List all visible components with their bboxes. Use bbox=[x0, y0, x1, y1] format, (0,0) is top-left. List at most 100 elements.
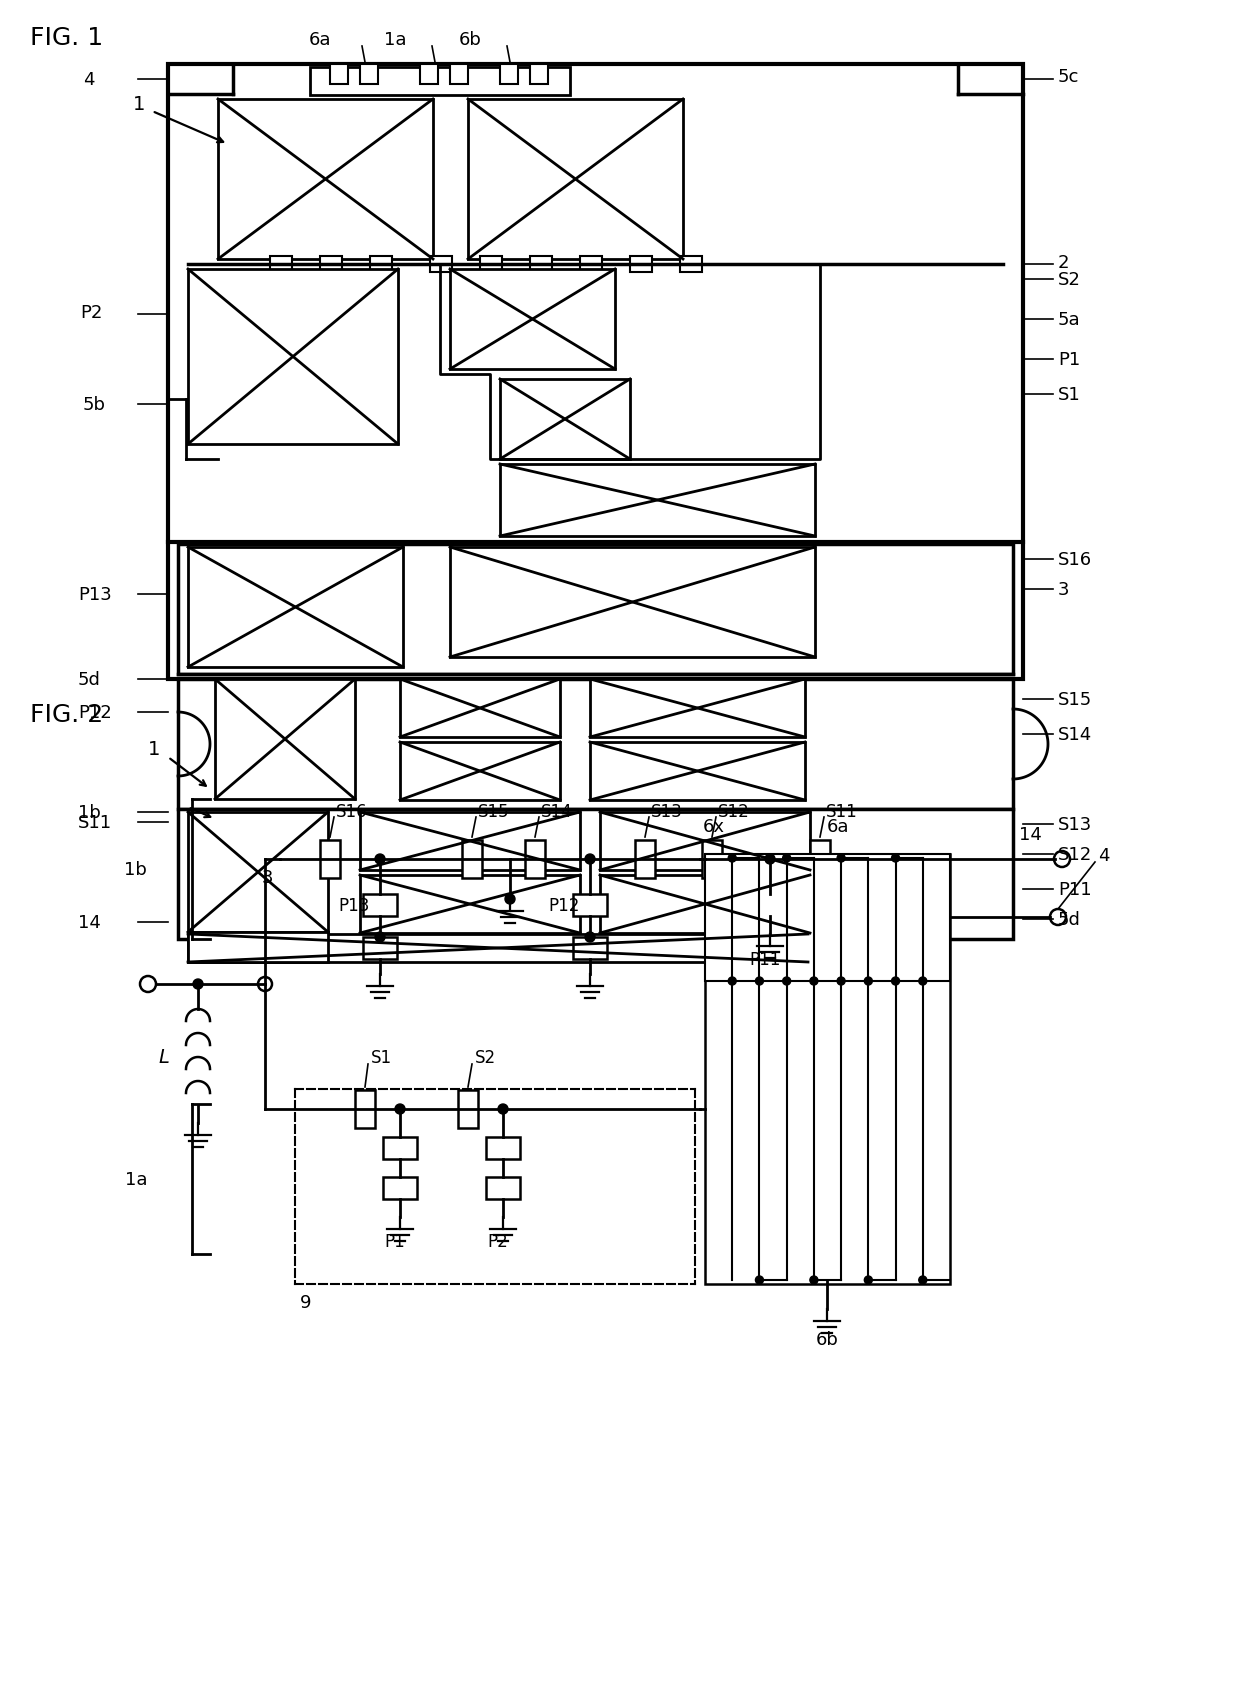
Circle shape bbox=[396, 1104, 405, 1114]
Text: P11: P11 bbox=[749, 951, 781, 968]
Bar bbox=[179, 679, 1013, 810]
Bar bbox=[270, 256, 291, 273]
Text: 3: 3 bbox=[262, 868, 274, 886]
Bar bbox=[188, 932, 329, 963]
Text: S11: S11 bbox=[826, 803, 858, 820]
Text: P2: P2 bbox=[81, 304, 103, 323]
Text: P1: P1 bbox=[384, 1233, 405, 1250]
Bar bbox=[360, 813, 580, 871]
Bar bbox=[525, 841, 546, 878]
Bar bbox=[500, 380, 630, 460]
Circle shape bbox=[892, 854, 899, 863]
Circle shape bbox=[837, 978, 846, 985]
Text: 5d: 5d bbox=[78, 671, 100, 689]
Circle shape bbox=[585, 854, 595, 864]
Circle shape bbox=[810, 1277, 818, 1284]
Bar bbox=[360, 65, 378, 85]
Text: 1: 1 bbox=[133, 95, 145, 114]
Bar bbox=[188, 270, 398, 445]
Text: S13: S13 bbox=[1058, 815, 1092, 834]
Bar bbox=[188, 934, 808, 963]
Text: FIG. 1: FIG. 1 bbox=[30, 25, 103, 49]
Text: 14: 14 bbox=[1018, 825, 1042, 844]
Bar bbox=[450, 548, 815, 657]
Bar bbox=[179, 545, 1013, 674]
Circle shape bbox=[505, 895, 515, 905]
Bar bbox=[600, 876, 810, 934]
Bar bbox=[401, 742, 560, 800]
Circle shape bbox=[810, 978, 818, 985]
Text: 1b: 1b bbox=[124, 861, 148, 878]
Text: P1: P1 bbox=[1058, 351, 1080, 368]
Bar bbox=[702, 841, 722, 878]
Bar bbox=[363, 895, 397, 917]
Text: 14: 14 bbox=[78, 914, 100, 932]
Text: 1a: 1a bbox=[124, 1170, 148, 1189]
Text: S2: S2 bbox=[475, 1048, 496, 1066]
Bar bbox=[573, 895, 608, 917]
Text: S1: S1 bbox=[1058, 385, 1081, 404]
Bar bbox=[363, 937, 397, 959]
Text: 1a: 1a bbox=[383, 31, 407, 49]
Text: 6b: 6b bbox=[816, 1330, 838, 1348]
Text: S11: S11 bbox=[78, 813, 112, 832]
Text: P13: P13 bbox=[78, 586, 112, 604]
Bar bbox=[480, 256, 502, 273]
Bar bbox=[467, 100, 683, 260]
Text: 5d: 5d bbox=[1058, 910, 1081, 929]
Text: 1b: 1b bbox=[78, 803, 100, 822]
Circle shape bbox=[498, 1104, 508, 1114]
Text: 6a: 6a bbox=[309, 31, 331, 49]
Text: S2: S2 bbox=[1058, 272, 1081, 289]
Circle shape bbox=[728, 978, 737, 985]
Bar bbox=[215, 679, 355, 800]
Bar bbox=[680, 256, 702, 273]
Circle shape bbox=[755, 978, 764, 985]
Circle shape bbox=[919, 1277, 926, 1284]
Bar bbox=[590, 742, 805, 800]
Text: P12: P12 bbox=[78, 703, 112, 722]
Bar bbox=[458, 1090, 477, 1129]
Text: P13: P13 bbox=[339, 897, 370, 915]
Circle shape bbox=[374, 854, 384, 864]
Bar bbox=[463, 841, 482, 878]
Bar bbox=[590, 679, 805, 737]
Circle shape bbox=[755, 1277, 764, 1284]
Bar bbox=[167, 65, 1023, 679]
Bar bbox=[810, 841, 830, 878]
Bar bbox=[600, 813, 810, 871]
Bar bbox=[430, 256, 453, 273]
Text: S15: S15 bbox=[477, 803, 510, 820]
Text: 4: 4 bbox=[1097, 847, 1110, 864]
Bar bbox=[370, 256, 392, 273]
Bar bbox=[486, 1177, 520, 1199]
Bar bbox=[573, 937, 608, 959]
Text: 1: 1 bbox=[148, 740, 160, 759]
Text: S1: S1 bbox=[371, 1048, 392, 1066]
Text: 9: 9 bbox=[300, 1294, 311, 1311]
Text: 4: 4 bbox=[83, 71, 94, 88]
Bar bbox=[383, 1138, 417, 1160]
Circle shape bbox=[728, 854, 737, 863]
Text: 6x: 6x bbox=[703, 817, 725, 835]
Text: L: L bbox=[157, 1048, 169, 1066]
Bar bbox=[383, 1177, 417, 1199]
Text: 6a: 6a bbox=[827, 817, 849, 835]
Circle shape bbox=[374, 932, 384, 942]
Text: S14: S14 bbox=[1058, 725, 1092, 744]
Bar bbox=[320, 841, 340, 878]
Text: 5a: 5a bbox=[1058, 311, 1080, 329]
Bar bbox=[450, 65, 467, 85]
Bar bbox=[450, 270, 615, 370]
Text: FIG. 2: FIG. 2 bbox=[30, 703, 103, 727]
Circle shape bbox=[837, 854, 846, 863]
Bar bbox=[529, 256, 552, 273]
Circle shape bbox=[864, 1277, 872, 1284]
Text: 2: 2 bbox=[1058, 253, 1069, 272]
Text: 5b: 5b bbox=[83, 396, 105, 414]
Bar bbox=[355, 1090, 374, 1129]
Text: S16: S16 bbox=[1058, 550, 1092, 569]
Text: 3: 3 bbox=[1058, 581, 1069, 599]
Bar bbox=[500, 465, 815, 537]
Bar bbox=[320, 256, 342, 273]
